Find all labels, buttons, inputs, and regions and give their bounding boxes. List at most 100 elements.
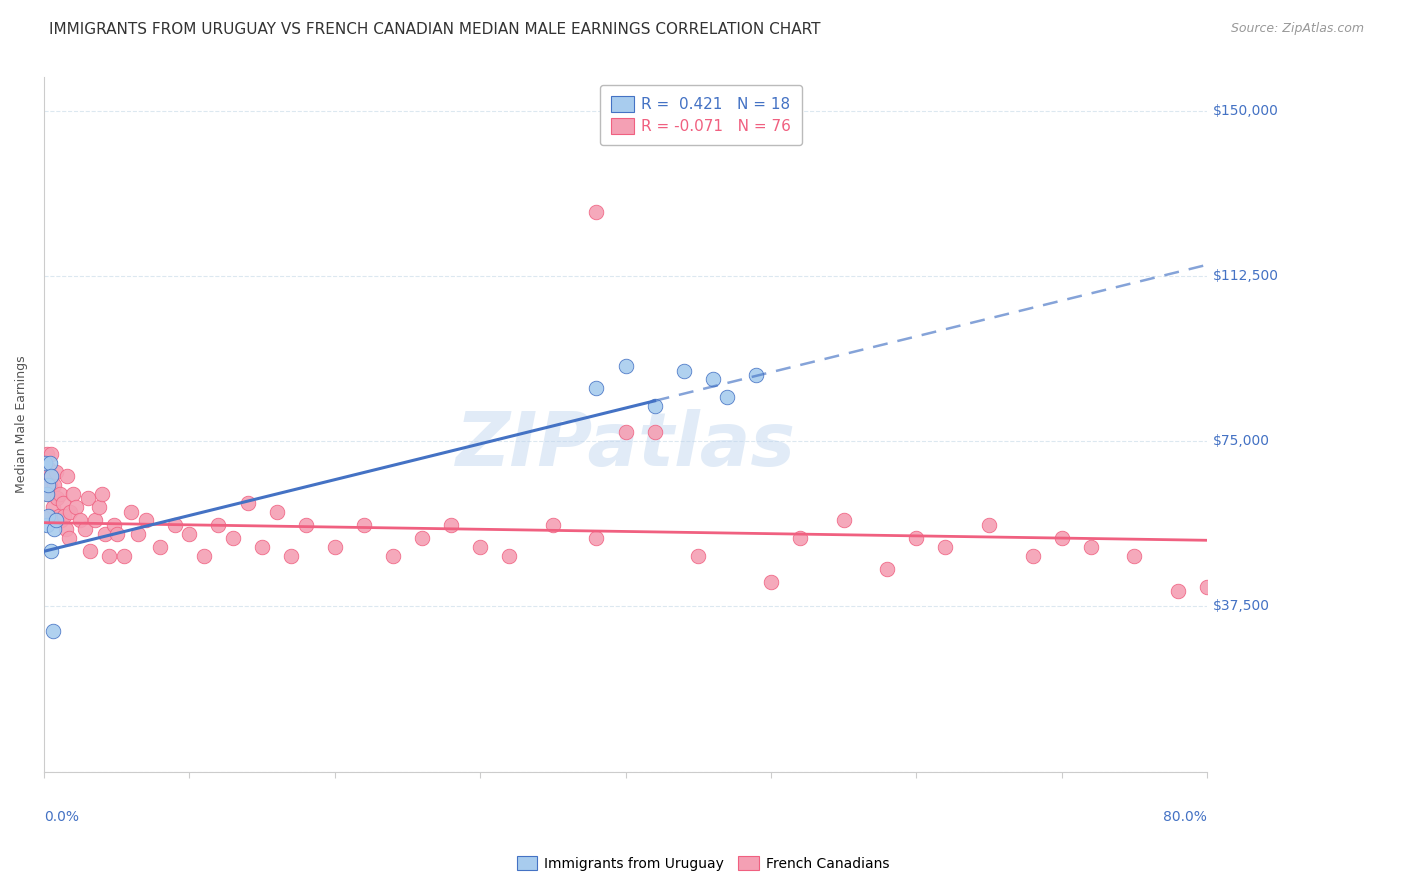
Legend: Immigrants from Uruguay, French Canadians: Immigrants from Uruguay, French Canadian… <box>510 850 896 876</box>
Point <box>52 496 75 510</box>
Point <box>34 469 56 483</box>
Point <box>541 517 564 532</box>
Point <box>832 513 855 527</box>
Point <box>83 513 105 527</box>
Point <box>79 544 101 558</box>
Point <box>44 478 66 492</box>
Point <box>745 368 768 382</box>
Point <box>37 509 59 524</box>
Point <box>49 487 72 501</box>
Point <box>934 540 956 554</box>
Point <box>585 205 607 219</box>
Point <box>353 517 375 532</box>
Point <box>250 540 273 554</box>
Point <box>716 390 738 404</box>
Point <box>35 465 58 479</box>
Point <box>294 517 316 532</box>
Point <box>94 526 117 541</box>
Text: ZIPatlas: ZIPatlas <box>456 409 796 482</box>
Point <box>585 531 607 545</box>
Point <box>1197 580 1219 594</box>
Point <box>236 496 259 510</box>
Point <box>266 505 288 519</box>
Point <box>672 363 695 377</box>
Point <box>323 540 346 554</box>
Point <box>103 517 125 532</box>
Point <box>163 517 186 532</box>
Point <box>91 487 114 501</box>
Point <box>35 447 58 461</box>
Text: $150,000: $150,000 <box>1213 103 1279 118</box>
Point <box>193 549 215 563</box>
Point <box>905 531 928 545</box>
Point <box>1167 584 1189 599</box>
Point <box>702 372 724 386</box>
Point <box>55 522 77 536</box>
Y-axis label: Median Male Earnings: Median Male Earnings <box>15 356 28 493</box>
Point <box>644 399 666 413</box>
Text: 0.0%: 0.0% <box>44 810 79 824</box>
Point <box>48 509 70 524</box>
Point <box>112 549 135 563</box>
Point <box>120 505 142 519</box>
Point <box>38 509 60 524</box>
Point <box>1080 540 1102 554</box>
Point <box>789 531 811 545</box>
Point <box>37 487 59 501</box>
Text: 80.0%: 80.0% <box>1163 810 1208 824</box>
Point <box>614 425 637 440</box>
Point <box>35 517 58 532</box>
Point <box>614 359 637 373</box>
Point <box>35 487 58 501</box>
Point <box>46 491 69 506</box>
Point <box>977 517 1000 532</box>
Point <box>53 509 76 524</box>
Text: IMMIGRANTS FROM URUGUAY VS FRENCH CANADIAN MEDIAN MALE EARNINGS CORRELATION CHAR: IMMIGRANTS FROM URUGUAY VS FRENCH CANADI… <box>49 22 821 37</box>
Point <box>41 624 63 638</box>
Point <box>98 549 121 563</box>
Point <box>585 381 607 395</box>
Point <box>39 469 62 483</box>
Point <box>38 456 60 470</box>
Point <box>1021 549 1043 563</box>
Point <box>468 540 491 554</box>
Point <box>45 465 67 479</box>
Point <box>127 526 149 541</box>
Point <box>51 513 73 527</box>
Point <box>56 469 79 483</box>
Point <box>39 544 62 558</box>
Text: $112,500: $112,500 <box>1213 268 1279 283</box>
Point <box>39 447 62 461</box>
Point <box>89 500 111 515</box>
Point <box>34 456 56 470</box>
Point <box>440 517 463 532</box>
Point <box>498 549 520 563</box>
Point <box>411 531 433 545</box>
Point <box>222 531 245 545</box>
Text: $37,500: $37,500 <box>1213 599 1270 614</box>
Point <box>69 513 91 527</box>
Point <box>37 460 59 475</box>
Point <box>65 500 87 515</box>
Point <box>58 531 80 545</box>
Point <box>62 487 84 501</box>
Point <box>41 500 63 515</box>
Point <box>1123 549 1146 563</box>
Point <box>39 469 62 483</box>
Point <box>207 517 229 532</box>
Point <box>759 575 782 590</box>
Point <box>76 491 98 506</box>
Point <box>149 540 172 554</box>
Point <box>644 425 666 440</box>
Point <box>45 513 67 527</box>
Point <box>688 549 710 563</box>
Point <box>876 562 898 576</box>
Text: $75,000: $75,000 <box>1213 434 1270 448</box>
Point <box>59 505 82 519</box>
Point <box>381 549 404 563</box>
Point <box>179 526 201 541</box>
Point <box>105 526 128 541</box>
Point <box>44 522 66 536</box>
Point <box>37 478 59 492</box>
Point <box>73 522 96 536</box>
